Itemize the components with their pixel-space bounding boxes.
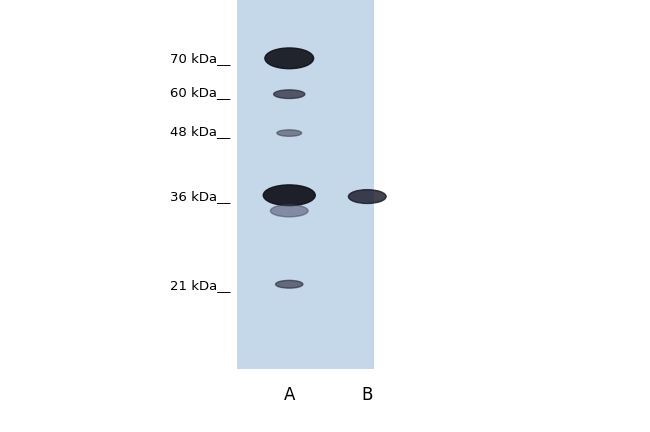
Text: 48 kDa__: 48 kDa__ xyxy=(170,125,231,138)
Ellipse shape xyxy=(276,280,303,288)
Text: B: B xyxy=(361,386,373,404)
Text: 36 kDa__: 36 kDa__ xyxy=(170,190,231,203)
Text: A: A xyxy=(283,386,295,404)
Ellipse shape xyxy=(348,190,386,203)
Text: 21 kDa__: 21 kDa__ xyxy=(170,279,231,292)
Bar xyxy=(237,0,374,369)
Ellipse shape xyxy=(277,130,302,137)
Text: 70 kDa__: 70 kDa__ xyxy=(170,52,231,65)
Ellipse shape xyxy=(265,48,313,69)
Text: 60 kDa__: 60 kDa__ xyxy=(170,86,231,99)
Ellipse shape xyxy=(270,205,308,217)
Ellipse shape xyxy=(274,90,305,98)
Ellipse shape xyxy=(263,185,315,206)
